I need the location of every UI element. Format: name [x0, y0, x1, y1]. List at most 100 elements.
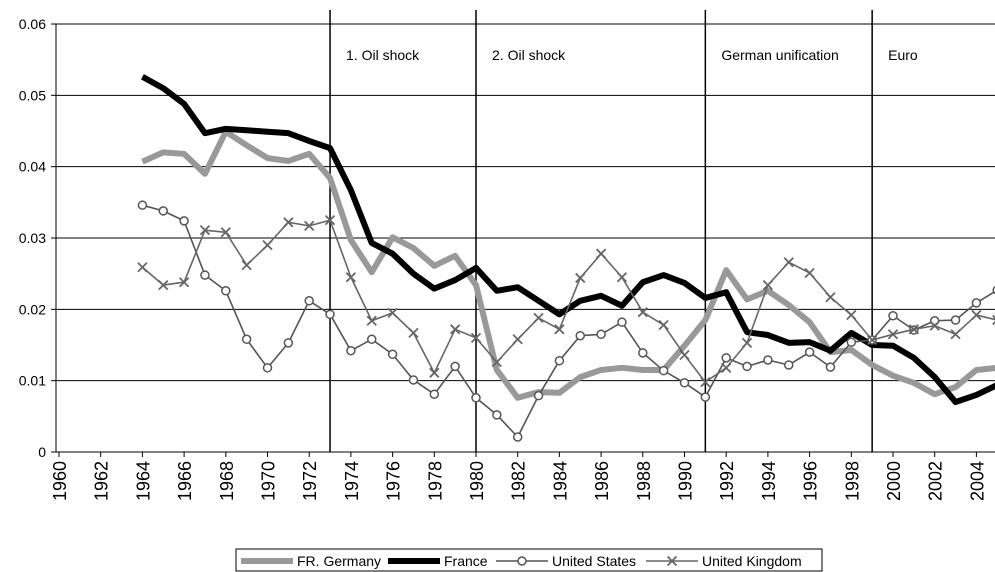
- point: [533, 390, 544, 401]
- point: [637, 307, 648, 318]
- point: [220, 227, 231, 238]
- point: [429, 389, 440, 399]
- point: [241, 259, 252, 271]
- x-tick-label: 1976: [384, 461, 404, 501]
- x-tick-label: 1972: [300, 461, 320, 501]
- point: [825, 292, 836, 303]
- y-tick-label: 0.06: [19, 16, 46, 32]
- legend-marker: [666, 555, 678, 567]
- point: [304, 220, 315, 232]
- legend-marker: [517, 556, 527, 566]
- point: [199, 225, 211, 236]
- x-tick-label: 1980: [467, 461, 487, 501]
- y-tick-label: 0.03: [19, 230, 46, 246]
- point: [950, 315, 961, 325]
- point: [971, 309, 982, 321]
- point: [512, 432, 523, 442]
- legend-label: France: [444, 553, 488, 569]
- point: [929, 320, 940, 331]
- point: [762, 279, 774, 291]
- point: [617, 317, 627, 327]
- point: [721, 353, 731, 363]
- point: [387, 307, 398, 319]
- point: [846, 309, 857, 321]
- point: [533, 312, 544, 324]
- point: [450, 361, 460, 372]
- series-line: [141, 128, 995, 401]
- x-tick-label: 1970: [259, 461, 279, 501]
- point: [575, 330, 585, 341]
- point: [158, 206, 168, 216]
- point: [470, 332, 482, 344]
- point: [616, 272, 628, 283]
- x-tick-label: 1990: [676, 461, 696, 501]
- point: [325, 309, 335, 320]
- legend-label: United States: [552, 553, 636, 569]
- x-tick-label: 1966: [175, 461, 195, 501]
- x-tick-label: 1984: [550, 461, 570, 501]
- point: [366, 315, 377, 326]
- point: [638, 348, 648, 358]
- event-label: Euro: [888, 47, 918, 63]
- point: [721, 362, 732, 373]
- x-tick-label: 1996: [801, 461, 821, 501]
- x-tick-label: 1962: [92, 461, 112, 501]
- point: [178, 277, 190, 288]
- y-tick-label: 0.02: [19, 301, 46, 317]
- point: [450, 324, 461, 335]
- point: [367, 334, 377, 345]
- point: [658, 319, 669, 331]
- point: [887, 329, 899, 340]
- point: [262, 239, 273, 251]
- point: [512, 334, 523, 345]
- point: [867, 334, 878, 346]
- point: [429, 367, 440, 378]
- point: [825, 362, 836, 372]
- point: [221, 286, 231, 296]
- point: [971, 298, 982, 308]
- point: [595, 248, 607, 259]
- y-tick-label: 0: [38, 444, 46, 460]
- point: [408, 327, 419, 339]
- point: [783, 257, 794, 268]
- point: [241, 334, 252, 345]
- x-tick-label: 1986: [592, 461, 612, 501]
- point: [304, 296, 314, 306]
- point: [804, 347, 815, 357]
- x-tick-label: 1978: [425, 461, 445, 501]
- point: [262, 363, 273, 373]
- point: [491, 356, 502, 368]
- series: [141, 128, 995, 401]
- point: [179, 216, 189, 226]
- point: [387, 349, 398, 360]
- point: [846, 337, 857, 347]
- y-tick-label: 0.01: [19, 373, 46, 389]
- point: [345, 272, 357, 283]
- x-tick-label: 2000: [884, 461, 904, 501]
- point: [700, 392, 711, 402]
- x-tick-label: 1988: [634, 461, 654, 501]
- x-tick-label: 1998: [842, 461, 862, 501]
- point: [137, 262, 148, 273]
- x-tick-label: 1982: [509, 461, 529, 501]
- legend-label: United Kingdom: [702, 553, 802, 569]
- x-tick-label: 1968: [217, 461, 237, 501]
- point: [492, 410, 502, 420]
- event-label: German unification: [721, 47, 839, 63]
- point: [679, 349, 690, 361]
- point: [992, 314, 995, 326]
- point: [742, 361, 752, 372]
- point: [804, 267, 815, 279]
- point: [763, 355, 773, 365]
- point: [554, 324, 565, 335]
- x-tick-label: 1992: [717, 461, 737, 501]
- series: [137, 215, 995, 388]
- event-label: 2. Oil shock: [492, 47, 566, 63]
- series: [137, 200, 995, 442]
- point: [471, 393, 481, 403]
- x-tick-label: 2002: [926, 461, 946, 501]
- point: [158, 279, 169, 291]
- point: [137, 200, 148, 210]
